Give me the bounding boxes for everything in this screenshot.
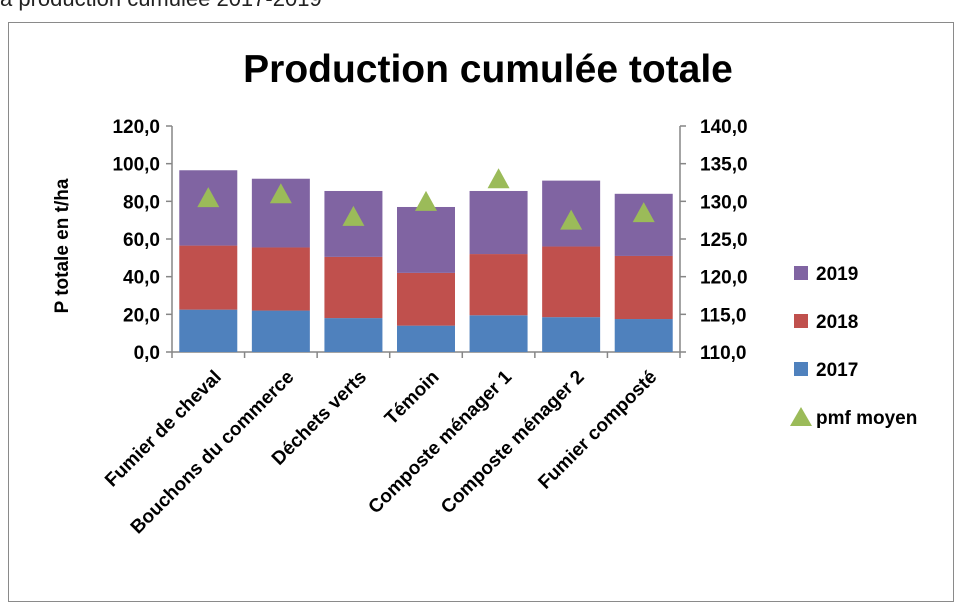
bar-2017	[179, 309, 238, 352]
category-label: Composte ménager 1	[365, 366, 517, 518]
legend-label: 2017	[816, 360, 858, 381]
legend-label: pmf moyen	[816, 408, 917, 429]
bar-2019	[179, 170, 238, 246]
legend-swatch-2017	[794, 362, 808, 376]
bar-2017	[397, 325, 455, 352]
y-tick-label: 120,0	[112, 117, 160, 138]
bar-2018	[251, 247, 310, 311]
pmf-marker	[197, 187, 220, 208]
bars	[179, 170, 673, 352]
pmf-marker	[415, 190, 437, 211]
y2-tick-label: 130,0	[700, 192, 748, 213]
legend-swatch-2019	[794, 266, 808, 280]
y-axis-label: P totale en t/ha	[52, 178, 73, 313]
y2-tick-label: 115,0	[700, 305, 747, 326]
y-tick-label: 40,0	[123, 268, 160, 289]
pmf-marker	[560, 209, 583, 230]
bar-2017	[614, 319, 673, 352]
bar-2018	[542, 246, 601, 318]
y2-tick-label: 120,0	[700, 268, 748, 289]
y-tick-label: 0,0	[134, 343, 160, 364]
legend-label: 2018	[816, 312, 858, 333]
y2-tick-label: 125,0	[700, 230, 748, 251]
bar-2018	[324, 256, 383, 319]
bar-2017	[324, 318, 383, 352]
category-label: Composte ménager 2	[437, 367, 588, 518]
y-tick-label: 80,0	[123, 192, 160, 213]
bar-2019	[397, 206, 455, 273]
bar-2017	[469, 315, 528, 352]
pmf-marker	[487, 168, 510, 189]
legend: 2019 2018 2017 pmf moyen	[790, 264, 917, 429]
bar-2018	[469, 254, 528, 316]
legend-label: 2019	[816, 264, 858, 285]
legend-swatch-2018	[794, 314, 808, 328]
y-tick-label: 60,0	[123, 230, 160, 251]
chart-title: Production cumulée totale	[243, 48, 733, 91]
bar-2017	[251, 310, 310, 352]
pmf-marker	[632, 202, 655, 223]
bar-2017	[542, 317, 601, 352]
y2-tick-label: 110,0	[700, 343, 747, 364]
tick-labels: 0,0 20,0 40,0 60,0 80,0 100,0 120,0 110,0 115,0 1…	[112, 117, 747, 364]
bar-2018	[397, 272, 455, 326]
y-tick-label: 20,0	[123, 305, 160, 326]
y-tick-label: 100,0	[112, 155, 160, 176]
legend-swatch-pmf	[790, 407, 812, 426]
bar-2018	[614, 255, 673, 320]
pmf-marker	[269, 183, 292, 204]
bar-2019	[469, 190, 528, 255]
category-label: Témoin	[381, 367, 444, 430]
chart: Production cumulée totale P totale en t/…	[52, 48, 917, 538]
bar-2018	[179, 245, 238, 310]
y2-tick-label: 135,0	[700, 155, 748, 176]
pmf-marker	[342, 205, 365, 226]
figure-caption: a production cumulée 2017-2019	[0, 0, 322, 12]
pmf-markers	[197, 168, 655, 230]
y2-tick-label: 140,0	[700, 117, 748, 138]
